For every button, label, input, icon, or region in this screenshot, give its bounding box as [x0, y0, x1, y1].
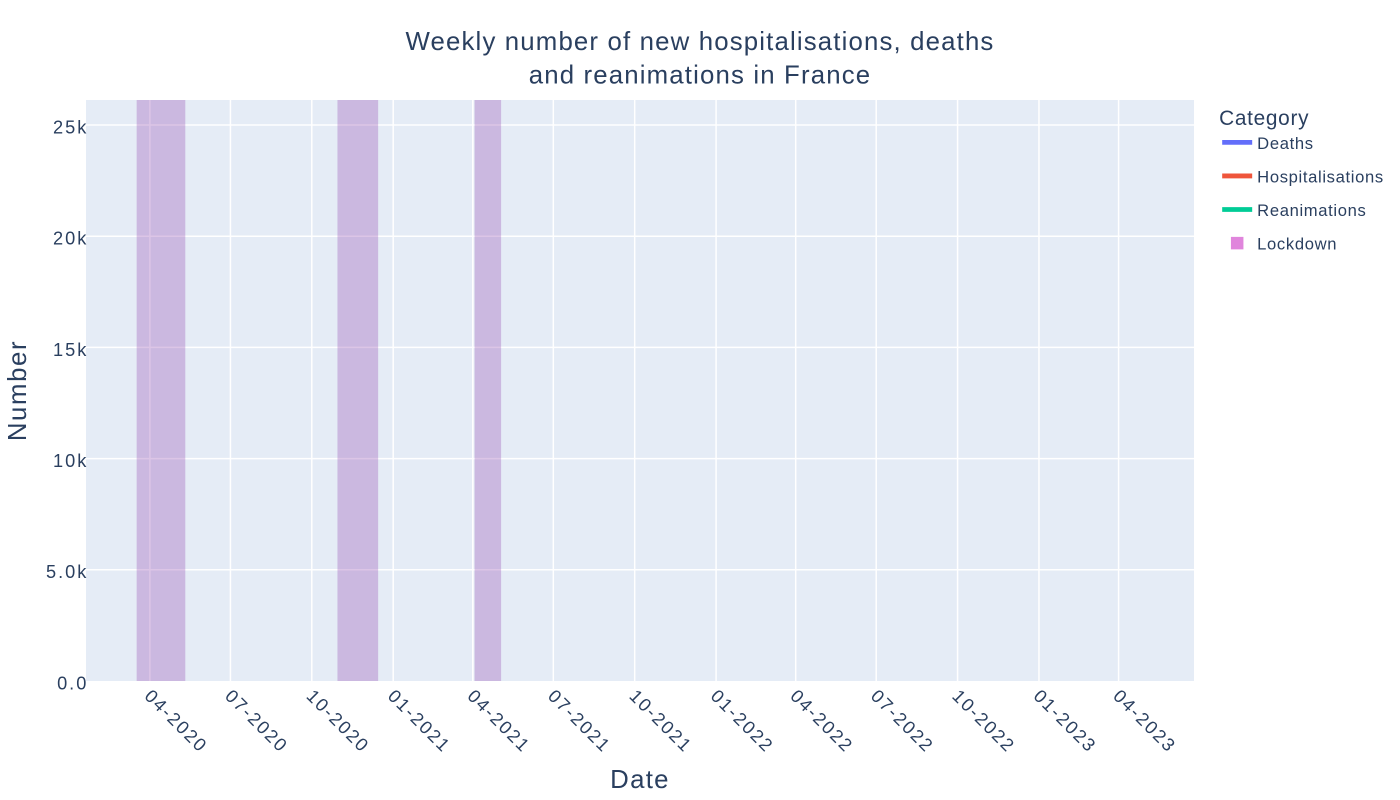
svg-text:Hospitalisations: Hospitalisations: [1257, 167, 1384, 186]
svg-text:15k: 15k: [53, 340, 88, 360]
svg-text:25k: 25k: [53, 117, 88, 137]
svg-text:Date: Date: [610, 766, 670, 794]
svg-text:10k: 10k: [53, 451, 88, 471]
svg-text:Number: Number: [4, 340, 32, 441]
svg-text:20k: 20k: [53, 229, 88, 249]
svg-text:Category: Category: [1219, 107, 1309, 130]
svg-text:5.0k: 5.0k: [46, 562, 88, 582]
svg-text:Weekly number of new hospitali: Weekly number of new hospitalisations, d…: [405, 28, 994, 90]
svg-text:0.0: 0.0: [57, 673, 88, 693]
svg-text:Lockdown: Lockdown: [1257, 235, 1337, 254]
svg-text:Reanimations: Reanimations: [1257, 201, 1366, 220]
svg-text:Deaths: Deaths: [1257, 134, 1313, 153]
